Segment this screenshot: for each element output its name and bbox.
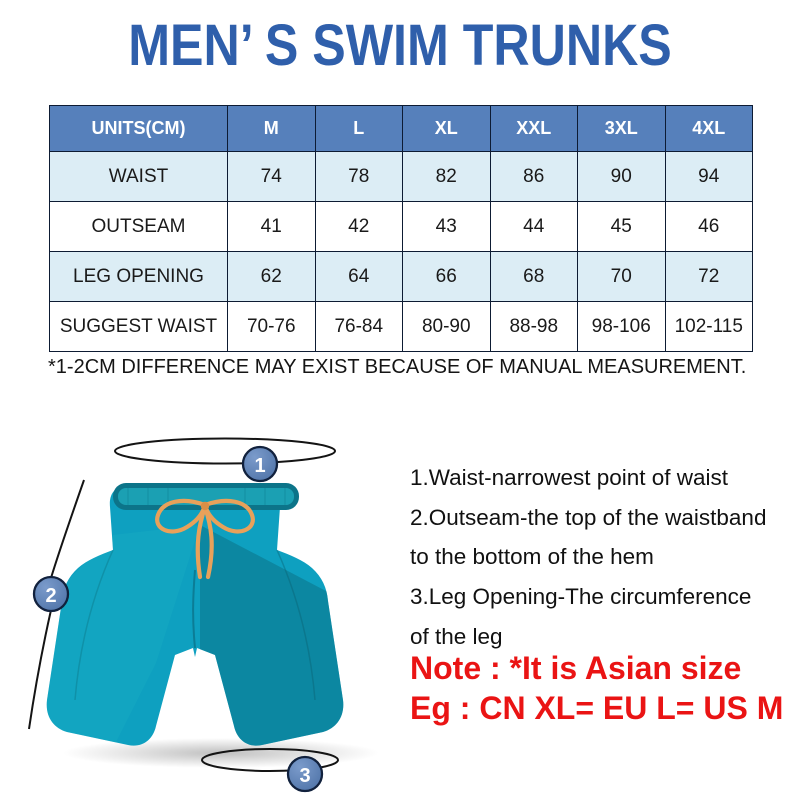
svg-text:2: 2 xyxy=(45,585,56,607)
svg-text:1: 1 xyxy=(254,455,265,477)
svg-text:3: 3 xyxy=(299,765,310,787)
